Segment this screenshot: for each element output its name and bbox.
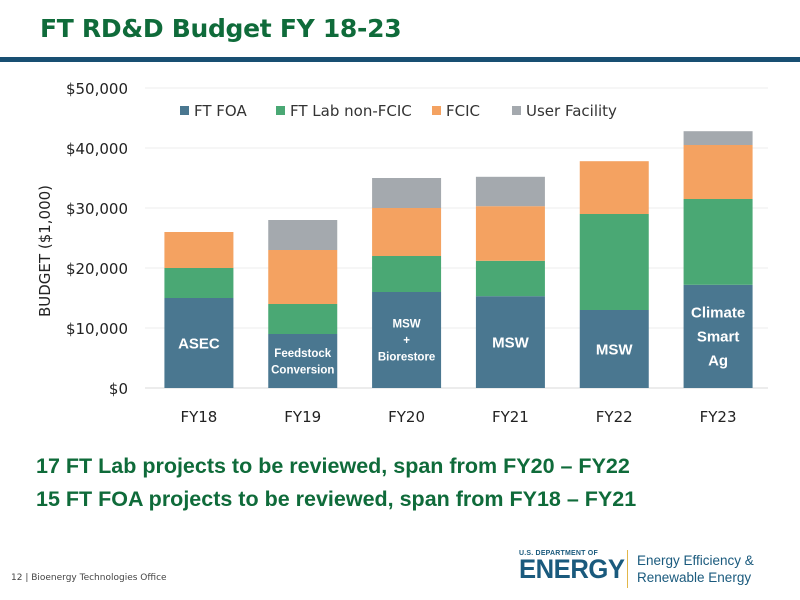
bar-annotation: ASEC [178,335,220,352]
doe-logo-energy-text: ENERGY [519,554,625,584]
legend-item: FT FOA [180,102,247,120]
y-tick-label: $50,000 [66,80,128,98]
bar-stack-fy20: MSW + Biorestore [372,178,442,388]
legend-swatch [180,106,189,115]
bar-annotation: Climate [691,305,745,322]
bar-segment-ft-foa [372,292,442,388]
bar-segment-ft-foa [579,310,649,388]
gridlines [145,87,768,389]
doe-logo: U.S. DEPARTMENT OF ENERGY [519,550,630,584]
bar-stack-fy23: Climate Smart Ag [683,131,753,388]
bullet-list: 17 FT Lab projects to be reviewed, span … [36,450,636,516]
bar-segment-ft-lab-non-fcic [579,214,649,310]
bar-segment-fcic [268,250,338,304]
bar-stack-fy21: MSW [475,176,545,388]
legend-label: FT Lab non-FCIC [290,102,412,120]
bar-segment-ft-lab-non-fcic [372,256,442,292]
eere-logo-text: Energy Efficiency & Renewable Energy [637,552,754,586]
bar-annotation: Smart [697,329,740,346]
eere-line-1: Energy Efficiency & [637,553,754,568]
legend-label: User Facility [526,102,617,120]
bar-segment-ft-foa [683,284,753,388]
x-tick-label: FY20 [388,408,425,426]
bar-segment-fcic [579,161,649,214]
x-tick-label: FY21 [492,408,529,426]
bar-segment-user-facility [372,178,442,208]
y-tick-label: $0 [109,380,128,398]
bars: ASECFeedstockConversionMSW+BiorestoreMSW… [164,131,753,388]
bar-annotation: MSW [492,334,530,351]
legend-swatch [512,106,521,115]
x-tick-label: FY19 [284,408,321,426]
bar-segment-ft-lab-non-fcic [683,199,753,285]
legend: FT FOA FT Lab non-FCIC FCIC User Facility [180,102,617,120]
bullet-lab-projects: 17 FT Lab projects to be reviewed, span … [36,454,630,478]
bar-annotation: Ag [708,353,728,370]
slide-title: FT RD&D Budget FY 18-23 [40,14,402,43]
y-axis-label: BUDGET ($1,000) [36,185,54,317]
legend-swatch [432,106,441,115]
bar-segment-fcic [475,206,545,261]
y-axis-ticks: $0 $10,000 $20,000 $30,000 $40,000 $50,000 [66,80,128,398]
bar-segment-fcic [372,208,442,256]
legend-item: User Facility [512,102,617,120]
bar-stack-fy19: Feedstock Conversion [268,220,338,388]
bar-segment-user-facility [475,176,545,207]
bar-segment-fcic [683,145,753,199]
legend-label: FCIC [446,102,480,120]
legend-item: FCIC [432,102,480,120]
bar-annotation: MSW [393,319,421,331]
legend-swatch [276,106,285,115]
x-tick-label: FY22 [596,408,633,426]
y-tick-label: $30,000 [66,200,128,218]
legend-label: FT FOA [194,102,247,120]
bullet-foa-projects: 15 FT FOA projects to be reviewed, span … [36,487,637,511]
doe-logo-small-text: U.S. DEPARTMENT OF [519,550,598,557]
legend-item: FT Lab non-FCIC [276,102,412,120]
bar-annotation: MSW [596,341,634,358]
bar-segment-ft-foa [164,298,234,388]
bar-segment-ft-foa [268,334,338,388]
bar-annotation: + [403,335,410,347]
bar-segment-user-facility [683,131,753,145]
budget-chart: $0 $10,000 $20,000 $30,000 $40,000 $50,000 BU… [36,80,768,426]
eere-line-2: Renewable Energy [637,570,752,585]
y-tick-label: $10,000 [66,320,128,338]
x-tick-label: FY18 [180,408,217,426]
y-tick-label: $40,000 [66,140,128,158]
bar-annotation: Conversion [271,364,334,376]
bar-segment-ft-lab-non-fcic [164,268,234,298]
bar-stack-fy18: ASEC [164,232,234,388]
footer-page-label: 12 | Bioenergy Technologies Office [11,573,167,583]
y-tick-label: $20,000 [66,260,128,278]
x-axis-ticks: FY18 FY19 FY20 FY21 FY22 FY23 [180,408,736,426]
title-divider [0,57,800,62]
bar-annotation: Biorestore [378,352,436,364]
bar-segment-fcic [164,232,234,268]
bar-segment-ft-lab-non-fcic [268,304,338,334]
bar-segment-user-facility [268,220,338,250]
bar-annotation: Feedstock [274,348,331,360]
logo-divider [627,550,628,588]
bar-segment-ft-lab-non-fcic [475,260,545,297]
x-tick-label: FY23 [700,408,737,426]
bar-stack-fy22: MSW [579,161,649,388]
bar-segment-ft-foa [475,296,545,388]
